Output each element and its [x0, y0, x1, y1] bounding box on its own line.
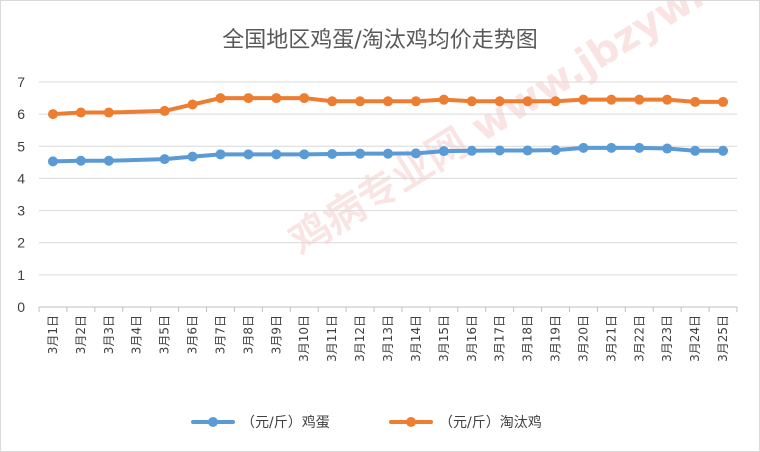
data-point — [466, 96, 477, 107]
data-point — [187, 99, 198, 110]
data-point — [75, 107, 86, 118]
x-tick-label: 3月3日 — [102, 315, 116, 354]
data-point — [243, 149, 254, 160]
data-point — [327, 149, 338, 159]
y-tick-label: 0 — [17, 299, 25, 315]
data-point — [494, 96, 505, 107]
data-point — [438, 94, 449, 105]
data-point — [271, 93, 282, 104]
gridlines — [39, 81, 737, 308]
data-point — [410, 148, 421, 159]
x-tick-label: 3月16日 — [465, 315, 479, 362]
x-tick-label: 3月11日 — [325, 315, 339, 362]
chart-title: 全国地区鸡蛋/淘汰鸡均价走势图 — [222, 28, 537, 53]
data-point — [271, 149, 282, 160]
x-tick-label: 3月2日 — [74, 315, 88, 354]
legend: （元/斤）鸡蛋 （元/斤）淘汰鸡 — [191, 414, 542, 431]
data-point — [103, 107, 114, 118]
data-point — [522, 96, 533, 107]
x-tick-label: 3月21日 — [604, 315, 618, 362]
data-point — [578, 142, 589, 153]
x-tick-label: 3月4日 — [130, 315, 144, 354]
x-tick-label: 3月23日 — [660, 315, 674, 362]
data-point — [103, 155, 114, 166]
x-tick-label: 3月8日 — [241, 315, 255, 354]
data-point — [606, 142, 617, 153]
data-point — [494, 145, 505, 156]
y-tick-label: 3 — [17, 203, 25, 219]
data-point — [47, 156, 58, 167]
data-point — [159, 105, 170, 116]
data-point — [662, 94, 673, 105]
data-point — [47, 109, 58, 120]
data-point — [690, 145, 701, 156]
data-point — [466, 145, 477, 156]
x-tick-label: 3月6日 — [186, 315, 200, 354]
x-tick-label: 3月18日 — [521, 315, 535, 362]
y-tick-label: 4 — [17, 170, 25, 186]
data-point — [606, 94, 617, 105]
data-point — [634, 94, 645, 105]
x-tick-label: 3月25日 — [716, 315, 730, 362]
legend-marker — [406, 417, 416, 427]
data-point — [327, 96, 338, 107]
legend-item: （元/斤）淘汰鸡 — [389, 414, 542, 431]
data-point — [355, 96, 366, 107]
x-tick-label: 3月10日 — [297, 315, 311, 362]
data-point — [578, 94, 589, 105]
data-point — [187, 151, 198, 162]
y-tick-label: 6 — [17, 106, 25, 122]
data-point — [634, 142, 645, 153]
data-point — [438, 146, 449, 157]
data-point — [215, 93, 226, 104]
x-tick-label: 3月9日 — [269, 315, 283, 354]
series-2 — [47, 93, 729, 120]
y-axis: 0 1 2 3 4 5 6 7 — [17, 74, 25, 315]
x-axis: 3月1日 3月2日 3月3日 3月4日 3月5日 3月6日 3月7日 3月8日 3月9日 3月10… — [38, 307, 738, 362]
series-group — [47, 93, 729, 167]
data-point — [383, 148, 393, 159]
legend-label: （元/斤）鸡蛋 — [241, 414, 330, 431]
legend-marker — [208, 417, 218, 427]
legend-item: （元/斤）鸡蛋 — [191, 414, 330, 431]
x-tick-label: 3月14日 — [409, 315, 423, 362]
x-tick-label: 3月24日 — [688, 315, 702, 362]
data-point — [718, 145, 729, 156]
data-point — [550, 96, 561, 107]
data-point — [522, 145, 533, 156]
x-tick-label: 3月17日 — [493, 315, 507, 362]
data-point — [75, 155, 86, 166]
y-tick-label: 2 — [17, 235, 25, 251]
x-tick-label: 3月1日 — [46, 315, 60, 354]
data-point — [243, 93, 254, 104]
y-tick-label: 5 — [17, 138, 25, 154]
x-tick-label: 3月19日 — [549, 315, 563, 362]
data-point — [690, 96, 701, 107]
x-tick-label: 3月20日 — [576, 315, 590, 362]
data-point — [299, 93, 310, 104]
data-point — [550, 145, 561, 156]
data-point — [159, 154, 170, 165]
x-tick-label: 3月5日 — [158, 315, 172, 354]
data-point — [299, 149, 310, 160]
data-point — [215, 149, 226, 160]
y-tick-label: 1 — [17, 267, 25, 283]
data-point — [355, 148, 366, 159]
data-point — [410, 96, 421, 107]
legend-label: （元/斤）淘汰鸡 — [439, 414, 542, 431]
x-tick-label: 3月13日 — [381, 315, 395, 362]
data-point — [383, 96, 393, 107]
series-1 — [47, 142, 729, 167]
x-tick-label: 3月22日 — [632, 315, 646, 362]
data-point — [718, 96, 729, 107]
x-tick-label: 3月7日 — [213, 315, 227, 354]
y-tick-label: 7 — [17, 74, 25, 90]
x-tick-label: 3月15日 — [437, 315, 451, 362]
x-tick-label: 3月12日 — [353, 315, 367, 362]
data-point — [662, 143, 673, 154]
